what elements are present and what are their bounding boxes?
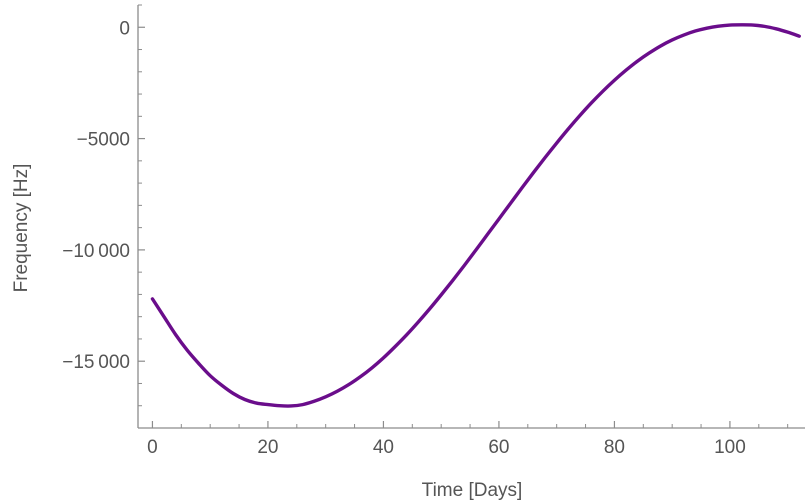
y-axis-label: Frequency [Hz] — [11, 164, 32, 293]
y-tick-label: −15 000 — [62, 352, 130, 373]
x-tick-label: 40 — [373, 437, 394, 458]
x-tick-label: 100 — [714, 437, 746, 458]
x-tick-label: 0 — [147, 437, 158, 458]
series-group — [150, 23, 801, 408]
x-tick-label: 80 — [604, 437, 625, 458]
y-tick-label: −5000 — [77, 130, 130, 151]
x-axis-label: Time [Days] — [422, 480, 523, 501]
x-tick-label: 20 — [257, 437, 278, 458]
ticks: 0 20 40 60 80 100 0 −5000 −10 000 −15 000 — [62, 4, 789, 458]
y-tick-label: 0 — [119, 18, 130, 39]
axes — [137, 5, 805, 429]
x-tick-label: 60 — [488, 437, 509, 458]
y-tick-label: −10 000 — [62, 241, 130, 262]
series-line — [150, 23, 801, 408]
